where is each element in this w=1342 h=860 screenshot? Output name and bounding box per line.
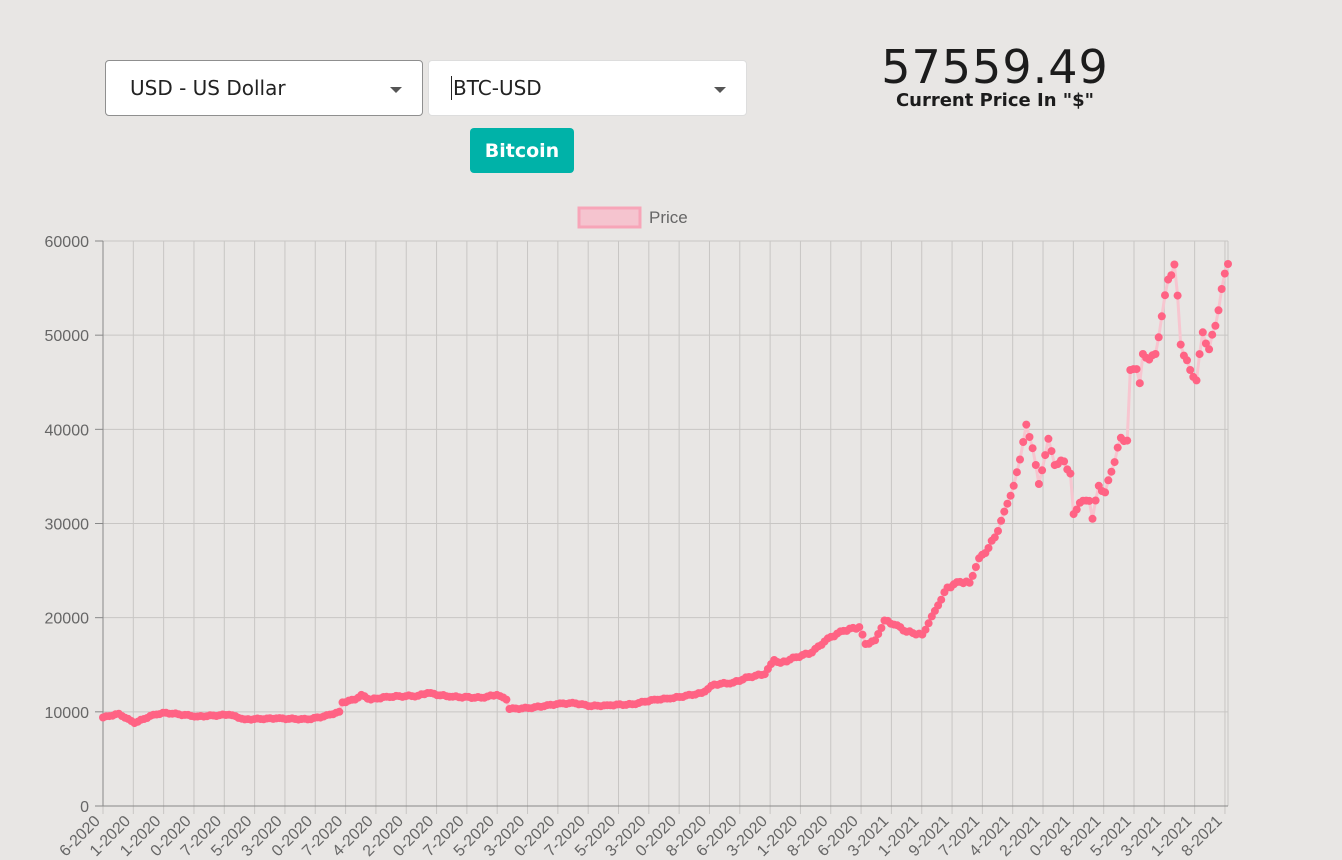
price-point	[858, 630, 867, 639]
price-point	[1006, 491, 1015, 500]
price-point	[1208, 330, 1217, 339]
chart-legend: Price	[577, 206, 688, 229]
price-point	[1038, 466, 1047, 475]
y-tick-label: 10000	[45, 705, 90, 722]
price-point	[1088, 514, 1097, 523]
price-point	[1022, 420, 1031, 429]
price-point	[871, 636, 880, 645]
price-point	[921, 625, 930, 634]
price-point	[1186, 366, 1195, 374]
price-point	[1161, 291, 1169, 300]
price-point	[1205, 345, 1214, 354]
price-point	[1041, 451, 1050, 460]
price-point	[1031, 461, 1040, 469]
price-point	[1135, 379, 1144, 388]
price-point	[994, 527, 1002, 535]
price-point	[1176, 340, 1185, 349]
price-point	[877, 624, 886, 632]
price-point	[1085, 496, 1094, 505]
price-point	[1104, 476, 1113, 485]
price-point	[1009, 481, 1018, 490]
price-value: 57559.49	[881, 40, 1109, 94]
y-tick-label: 0	[80, 799, 89, 816]
price-point	[1060, 457, 1069, 466]
price-point	[965, 578, 974, 587]
price-point	[1170, 260, 1179, 269]
price-point	[984, 544, 993, 552]
price-point	[1016, 455, 1024, 464]
price-point	[1214, 306, 1223, 315]
y-tick-label: 40000	[45, 422, 90, 439]
price-point	[502, 695, 511, 704]
currency-select[interactable]: USD - US Dollar	[105, 60, 423, 116]
price-point	[1217, 285, 1226, 293]
current-price: 57559.49 Current Price In "$"	[860, 40, 1130, 111]
price-point	[1034, 480, 1043, 488]
price-point	[1211, 321, 1220, 330]
y-tick-label: 20000	[45, 611, 90, 628]
price-points	[99, 260, 1232, 728]
price-point	[1047, 447, 1056, 456]
currency-select-value: USD - US Dollar	[130, 76, 286, 100]
y-tick-label: 50000	[45, 328, 90, 345]
price-point	[1003, 499, 1012, 508]
price-point	[1000, 507, 1009, 516]
chart-axes: 01000020000300004000050000600006-20201-2…	[45, 234, 1228, 860]
price-point	[335, 707, 344, 716]
price-point	[1113, 443, 1122, 452]
price-point	[1192, 376, 1201, 385]
price-point	[874, 630, 883, 638]
price-point	[968, 571, 977, 580]
price-point	[1198, 328, 1207, 337]
price-point	[971, 563, 980, 571]
price-point	[855, 623, 864, 632]
y-tick-label: 60000	[45, 234, 90, 251]
price-point	[1110, 458, 1119, 467]
price-line	[102, 263, 1230, 725]
price-point	[1044, 434, 1053, 443]
ticker-select-value: BTC-USD	[451, 76, 542, 100]
price-point	[924, 619, 933, 628]
price-point	[1072, 505, 1081, 514]
price-point	[1028, 444, 1037, 453]
price-point	[1220, 269, 1229, 278]
price-point	[1019, 438, 1028, 446]
price-series	[102, 263, 1230, 725]
price-point	[1173, 291, 1182, 300]
price-point	[1066, 469, 1075, 478]
price-point	[1224, 260, 1232, 268]
chart-grid	[102, 240, 1229, 814]
price-point	[1183, 356, 1191, 365]
price-caption: Current Price In "$"	[895, 90, 1095, 111]
ticker-select[interactable]: BTC-USD	[428, 60, 747, 116]
chevron-down-icon	[714, 87, 726, 93]
price-point	[1101, 488, 1110, 497]
price-point	[1157, 312, 1166, 321]
legend-label: Price	[649, 208, 688, 227]
price-point	[1025, 433, 1034, 441]
price-point	[1132, 365, 1141, 374]
price-point	[1167, 271, 1176, 280]
price-point	[1107, 467, 1116, 476]
bitcoin-button[interactable]: Bitcoin	[470, 128, 574, 173]
y-tick-label: 30000	[45, 517, 90, 534]
price-point	[1123, 436, 1132, 445]
price-point	[937, 595, 946, 604]
price-point	[1195, 350, 1204, 359]
price-point	[1151, 350, 1160, 358]
price-point	[1091, 496, 1100, 505]
price-point	[990, 533, 999, 542]
price-point	[1154, 333, 1163, 342]
price-point	[997, 516, 1006, 525]
price-point	[1012, 468, 1021, 477]
chevron-down-icon	[390, 87, 402, 93]
legend-swatch	[577, 206, 642, 229]
